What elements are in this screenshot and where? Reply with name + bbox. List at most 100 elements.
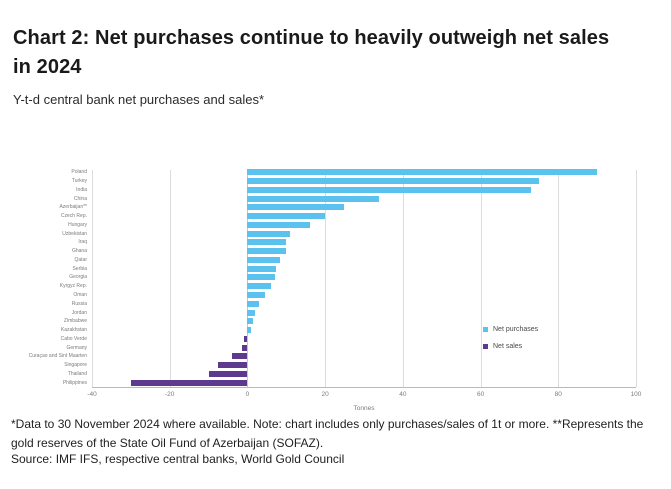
net-purchases-bar <box>247 169 598 176</box>
net-sales-swatch-icon <box>483 344 488 349</box>
chart-row: Philippines <box>63 378 636 387</box>
category-label: Serbia <box>72 265 87 272</box>
chart-row: Curaçao and Sint Maarten <box>29 352 636 361</box>
chart-row: Oman <box>73 291 636 300</box>
chart-row: Iraq <box>78 238 636 247</box>
net-purchases-bar <box>247 283 271 290</box>
net-purchases-bar <box>247 300 260 307</box>
category-label: Azerbaijan** <box>59 204 87 211</box>
chart-row: Poland <box>71 168 636 177</box>
chart-row: Russia <box>72 299 636 308</box>
gridline-80 <box>558 170 560 387</box>
x-tick-label: -40 <box>87 391 97 398</box>
footnote: *Data to 30 November 2024 where availabl… <box>11 417 644 450</box>
legend-item-net-sales: Net sales <box>483 342 538 351</box>
x-tick-label: 100 <box>630 391 642 398</box>
net-purchases-bar <box>247 318 254 325</box>
net-sales-bar <box>208 370 248 377</box>
net-sales-bar <box>231 353 248 360</box>
chart-row: Serbia <box>73 264 636 273</box>
chart-title: Chart 2: Net purchases continue to heavi… <box>13 27 610 79</box>
category-label: Ghana <box>71 248 87 255</box>
category-label: Kyrgyz Rep. <box>59 283 87 290</box>
net-purchases-bar <box>247 186 532 193</box>
x-axis-label: Tonnes <box>353 405 375 412</box>
net-purchases-bar <box>247 221 310 228</box>
chart-row: Kazakhstan <box>61 326 636 335</box>
net-sales-bar <box>243 335 248 342</box>
legend-label: Net purchases <box>493 326 539 333</box>
chart-row: Turkey <box>72 177 636 186</box>
net-purchases-bar <box>247 327 252 334</box>
category-label: Jordan <box>71 309 87 316</box>
x-tick-label: 80 <box>554 391 562 398</box>
category-label: Oman <box>73 292 87 298</box>
chart-row: Singapore <box>64 361 636 370</box>
gridline-100 <box>636 170 637 387</box>
category-label: India <box>76 186 87 193</box>
gridline-20 <box>325 170 327 387</box>
gridline--20 <box>169 170 171 387</box>
x-tick-label: 20 <box>321 391 329 398</box>
chart-row: Thailand <box>68 369 636 378</box>
legend: Net purchases Net sales <box>483 325 538 359</box>
category-label: Czech Rep. <box>60 213 87 220</box>
net-purchases-bar <box>247 239 287 246</box>
net-purchases-swatch-icon <box>483 327 488 332</box>
x-tick-label: 40 <box>399 391 407 398</box>
category-label: Hungary <box>68 221 87 228</box>
net-sales-bar <box>241 344 248 351</box>
net-purchases-bar <box>247 274 275 281</box>
chart-row: Germany <box>66 343 636 352</box>
gridline--40 <box>92 170 93 387</box>
net-purchases-bar <box>247 248 287 255</box>
category-label: Philippines <box>62 379 87 386</box>
net-purchases-bar <box>247 292 265 298</box>
chart-row: Cabo Verde <box>61 334 636 343</box>
category-label: Qatar <box>74 256 87 263</box>
net-purchases-bar <box>247 213 326 220</box>
chart-row: China <box>74 194 636 203</box>
category-label: Kazakhstan <box>60 327 87 334</box>
net-purchases-bar <box>247 204 345 211</box>
gridline-60 <box>480 170 482 387</box>
category-label: Germany <box>66 344 87 351</box>
legend-item-net-purchases: Net purchases <box>483 325 538 334</box>
chart-row: Qatar <box>74 256 636 265</box>
chart-row: Jordan <box>72 308 636 317</box>
category-label: Russia <box>71 300 87 307</box>
chart-row: India <box>76 186 636 195</box>
net-sales-bar <box>130 379 248 386</box>
chart-subtitle: Y-t-d central bank net purchases and sal… <box>13 92 265 107</box>
chart-row: Ghana <box>72 247 636 256</box>
source-line: Source: IMF IFS, respective central bank… <box>11 452 345 466</box>
category-label: Cabo Verde <box>60 335 87 342</box>
legend-label: Net sales <box>493 343 523 350</box>
chart-row: Uzbekistan <box>62 229 636 238</box>
chart-row: Zimbabwe <box>64 317 636 326</box>
category-label: Poland <box>71 169 87 176</box>
net-purchases-bar <box>247 195 380 202</box>
x-tick-label: 0 <box>245 391 250 398</box>
chart-row: Azerbaijan** <box>59 203 636 212</box>
x-axis: -40 -20 0 20 40 60 80 100 <box>87 391 641 401</box>
x-tick-label: 60 <box>476 391 485 398</box>
chart-row: Kyrgyz Rep. <box>60 282 636 291</box>
category-label: Iraq <box>78 239 87 246</box>
net-purchases-bar <box>247 256 281 263</box>
x-tick-label: -20 <box>164 391 175 398</box>
net-purchases-bar <box>247 309 256 316</box>
bar-chart: Poland Turkey India China Azerbaijan** Czech … <box>0 160 671 426</box>
category-label: Zimbabwe <box>63 318 87 325</box>
chart-row: Czech Rep. <box>61 212 636 221</box>
net-purchases-bar <box>247 178 539 185</box>
chart-row: Hungary <box>68 221 636 230</box>
category-label: Singapore <box>64 362 87 369</box>
category-label: Georgia <box>69 274 87 281</box>
category-label: China <box>73 195 87 202</box>
net-purchases-bar <box>247 230 291 237</box>
gridline-40 <box>402 170 404 387</box>
category-label: Turkey <box>71 178 87 185</box>
category-label: Uzbekistan <box>62 230 87 237</box>
